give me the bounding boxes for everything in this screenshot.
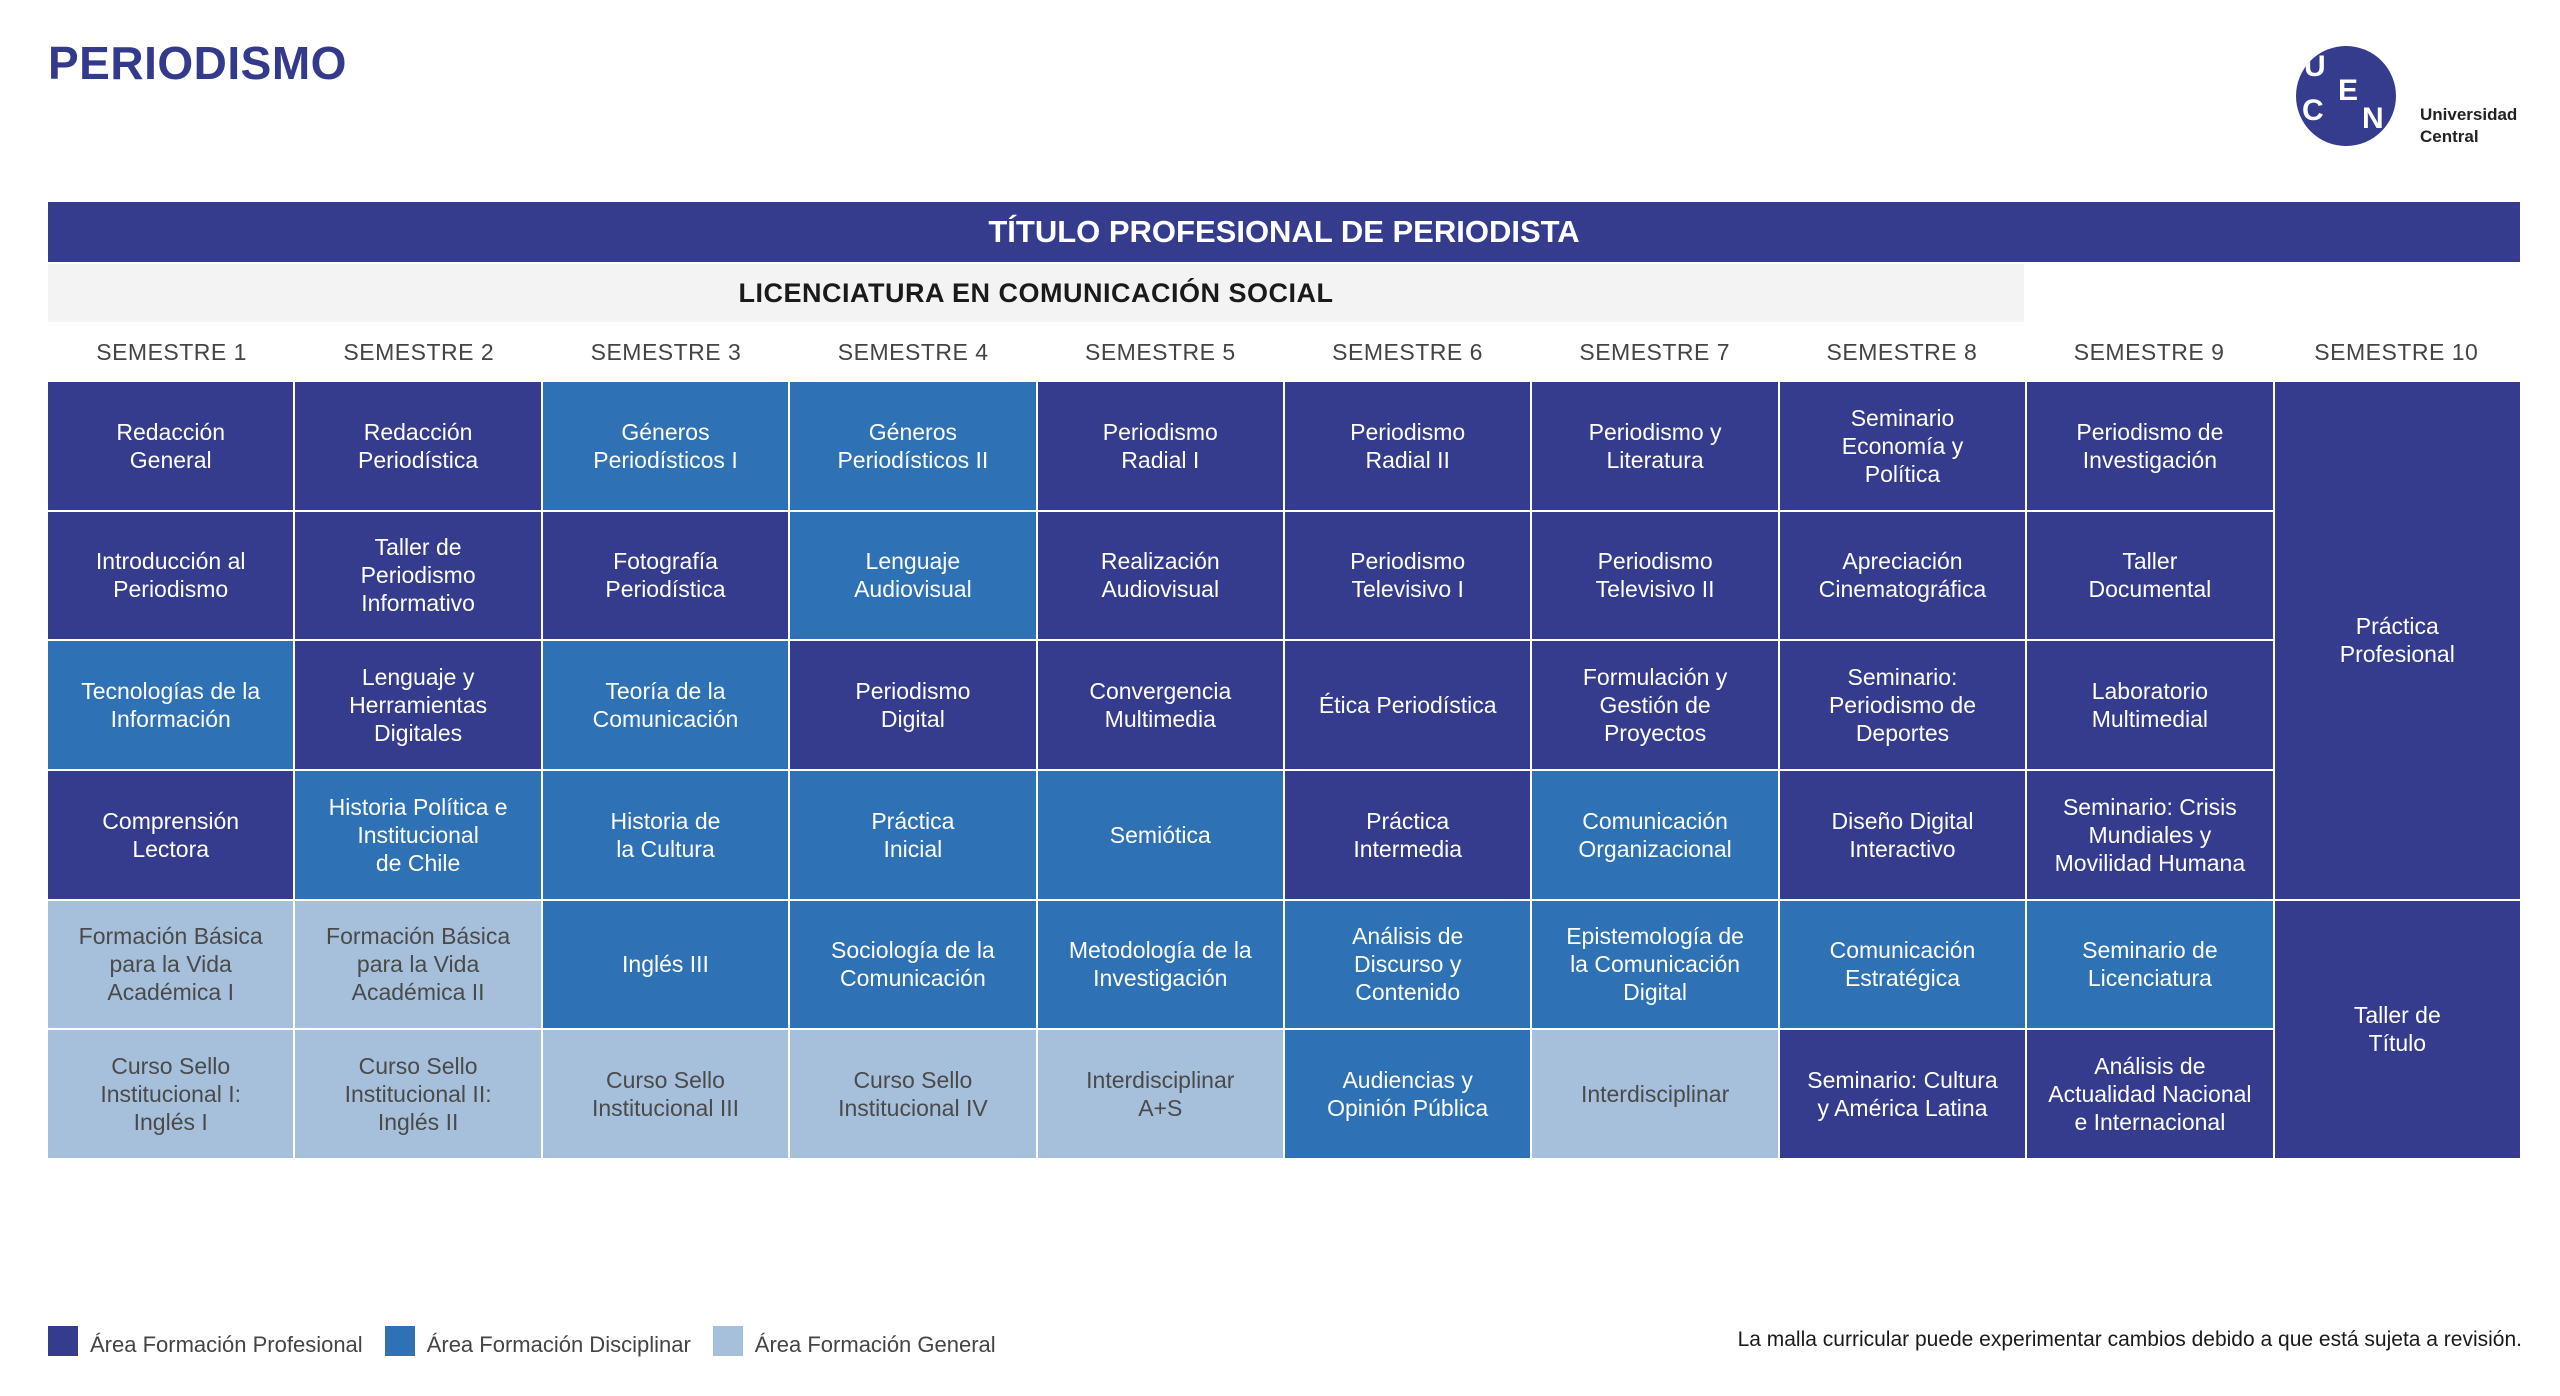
course-cell: Práctica Intermedia: [1284, 770, 1531, 899]
course-cell: Apreciación Cinematográfica: [1779, 511, 2026, 640]
logo-wordmark: Universidad Central: [2420, 104, 2517, 148]
legend-label: Área Formación Profesional: [90, 1332, 363, 1357]
course-cell: Géneros Periodísticos II: [790, 382, 1036, 510]
legend-item: Área Formación Profesional: [48, 1324, 363, 1358]
course-cell: Lenguaje Audiovisual: [790, 511, 1036, 640]
course-cell: Curso Sello Institucional IV: [790, 1030, 1036, 1158]
semester-label: SEMESTRE 2: [343, 338, 495, 365]
course-cell: Laboratorio Multimedial: [2027, 641, 2273, 769]
course-cell: Convergencia Multimedia: [1037, 641, 1283, 769]
course-cell: Sociología de la Comunicación: [790, 900, 1036, 1029]
semester-label: SEMESTRE 7: [1579, 338, 1731, 365]
logo-line-2: Central: [2420, 127, 2479, 146]
logo-letter-n: N: [2362, 102, 2384, 135]
course-cell: Redacción Periodística: [295, 382, 541, 510]
course-cell: Formación Básica para la Vida Académica …: [48, 900, 294, 1029]
course-cell: Curso Sello Institucional II: Inglés II: [295, 1030, 541, 1158]
course-cell: Formulación y Gestión de Proyectos: [1532, 641, 1778, 769]
course-cell: Interdisciplinar A+S: [1037, 1030, 1283, 1158]
course-cell: Taller Documental: [2027, 511, 2273, 640]
course-cell: Metodología de la Investigación: [1037, 900, 1283, 1029]
licentiate-bar: LICENCIATURA EN COMUNICACIÓN SOCIAL: [48, 264, 2024, 322]
course-cell: Tecnologías de la Información: [48, 641, 294, 769]
legend-swatch: [384, 1326, 415, 1356]
course-cell: Inglés III: [542, 900, 789, 1029]
legend-swatch: [48, 1326, 78, 1356]
course-cell: Comunicación Estratégica: [1779, 900, 2026, 1029]
semester-label: SEMESTRE 8: [1826, 338, 1978, 365]
legend-item: Área Formación Disciplinar: [384, 1324, 691, 1358]
semester-label: SEMESTRE 1: [96, 338, 247, 365]
course-cell: Periodismo y Literatura: [1532, 382, 1778, 510]
course-cell: Periodismo de Investigación: [2027, 382, 2273, 510]
course-cell: Formación Básica para la Vida Académica …: [295, 900, 541, 1029]
legend-label: Área Formación General: [754, 1332, 996, 1357]
course-cell: Fotografía Periodística: [542, 511, 789, 640]
course-cell: Taller de Título: [2274, 900, 2520, 1158]
disclaimer-note: La malla curricular puede experimentar c…: [1737, 1328, 2522, 1351]
course-cell: Comprensión Lectora: [48, 770, 294, 899]
logo-letter-u: U: [2304, 50, 2326, 83]
course-cell: Análisis de Actualidad Nacional e Intern…: [2027, 1030, 2273, 1158]
course-cell: Interdisciplinar: [1532, 1030, 1778, 1158]
course-cell: Géneros Periodísticos I: [542, 382, 789, 510]
legend-item: Área Formación General: [712, 1324, 996, 1358]
legend-label: Área Formación Disciplinar: [426, 1332, 691, 1357]
logo-letter-e: E: [2338, 74, 2359, 107]
university-logo: U C E N Universidad Central: [2296, 46, 2536, 146]
course-cell: Práctica Profesional: [2274, 382, 2520, 899]
course-cell: Taller de Periodismo Informativo: [295, 511, 541, 640]
course-cell: Semiótica: [1037, 770, 1283, 899]
course-cell: Comunicación Organizacional: [1532, 770, 1778, 899]
semester-label: SEMESTRE 5: [1084, 338, 1236, 365]
course-cell: Periodismo Digital: [790, 641, 1036, 769]
course-cell: Análisis de Discurso y Contenido: [1284, 900, 1531, 1029]
course-cell: Seminario: Crisis Mundiales y Movilidad …: [2027, 770, 2273, 899]
course-cell: Ética Periodística: [1284, 641, 1531, 769]
degree-title-bar: TÍTULO PROFESIONAL DE PERIODISTA: [48, 202, 2520, 262]
course-cell: Teoría de la Comunicación: [542, 641, 789, 769]
course-cell: Periodismo Radial II: [1284, 382, 1531, 510]
semester-header-row: SEMESTRE 1 SEMESTRE 2 SEMESTRE 3 SEMESTRE 4…: [48, 322, 2520, 382]
course-cell: Lenguaje y Herramientas Digitales: [295, 641, 541, 769]
course-cell: Historia de la Cultura: [542, 770, 789, 899]
course-cell: Seminario: Cultura y América Latina: [1779, 1030, 2026, 1158]
course-cell: Seminario Economía y Política: [1779, 382, 2026, 510]
course-cell: Curso Sello Institucional I: Inglés I: [48, 1030, 294, 1158]
course-cell: Redacción General: [48, 382, 294, 510]
course-cell: Audiencias y Opinión Pública: [1284, 1030, 1531, 1158]
page-title: PERIODISMO: [48, 37, 347, 89]
course-cell: Seminario: Periodismo de Deportes: [1779, 641, 2026, 769]
semester-label: SEMESTRE 6: [1332, 338, 1483, 365]
course-cell: Curso Sello Institucional III: [542, 1030, 789, 1158]
course-cell: Periodismo Televisivo II: [1532, 511, 1778, 640]
course-cell: Periodismo Televisivo I: [1284, 511, 1531, 640]
legend: Área Formación Profesional Área Formación…: [48, 1324, 1018, 1358]
logo-line-1: Universidad: [2420, 105, 2518, 124]
course-cell: Práctica Inicial: [790, 770, 1036, 899]
course-cell: Introducción al Periodismo: [48, 511, 294, 640]
semester-label: SEMESTRE 3: [590, 338, 742, 365]
logo-letter-c: C: [2302, 94, 2324, 127]
course-cell: Historia Política e Institucional de Chi…: [295, 770, 541, 899]
semester-label: SEMESTRE 9: [2073, 338, 2225, 365]
semester-label: SEMESTRE 4: [837, 338, 989, 365]
curriculum-grid: Redacción General Redacción Periodística G…: [48, 382, 2520, 1158]
legend-swatch: [712, 1326, 743, 1356]
logo-emblem: U C E N: [2296, 46, 2396, 146]
course-cell: Epistemología de la Comunicación Digital: [1532, 900, 1778, 1029]
course-cell: Seminario de Licenciatura: [2027, 900, 2273, 1029]
course-cell: Periodismo Radial I: [1037, 382, 1283, 510]
course-cell: Diseño Digital Interactivo: [1779, 770, 2026, 899]
semester-label: SEMESTRE 10: [2314, 338, 2479, 365]
course-cell: Realización Audiovisual: [1037, 511, 1283, 640]
